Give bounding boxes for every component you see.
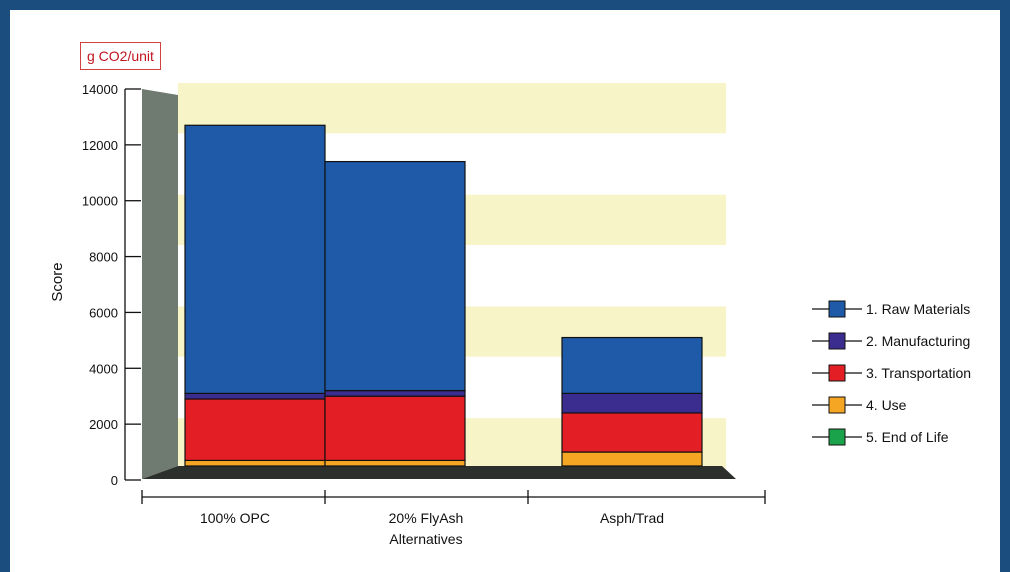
- side-wall-face: [142, 89, 178, 479]
- legend-label: 5. End of Life: [866, 429, 949, 445]
- bar-segment-manufacturing: [184, 392, 326, 400]
- y-axis: 0 2000 4000 6000 8000 10000 12000 14000: [82, 82, 141, 488]
- x-category-label: 20% FlyAsh: [389, 510, 464, 526]
- side-wall: [142, 89, 178, 479]
- y-tick-label: 0: [111, 473, 118, 488]
- bar-segment-transportation: [184, 398, 326, 462]
- chart-floor: [142, 466, 736, 479]
- y-tick-label: 4000: [89, 361, 118, 376]
- legend: 1. Raw Materials 2. Manufacturing 3. Trans…: [812, 300, 971, 446]
- unit-label: g CO2/unit: [80, 42, 161, 70]
- x-category-label: 100% OPC: [200, 510, 270, 526]
- x-category-label: Asph/Trad: [600, 510, 664, 526]
- legend-label: 3. Transportation: [866, 365, 971, 381]
- bars: [184, 124, 703, 467]
- legend-label: 4. Use: [866, 397, 907, 413]
- bar-segment-raw-materials: [184, 124, 326, 394]
- legend-swatch: [828, 428, 846, 446]
- bar-segment-use: [324, 459, 466, 467]
- y-tick-label: 8000: [89, 250, 118, 265]
- bar-segment-manufacturing: [561, 392, 703, 414]
- bar-segment-manufacturing: [324, 389, 466, 397]
- bar-segment-raw-materials: [324, 160, 466, 392]
- y-tick-label: 10000: [82, 194, 118, 209]
- legend-swatch: [828, 396, 846, 414]
- y-tick-label: 6000: [89, 305, 118, 320]
- bar-segment-transportation: [324, 395, 466, 462]
- x-category-label: Alternatives: [389, 531, 462, 547]
- bar-segment-raw-materials: [561, 336, 703, 394]
- floor-face: [142, 466, 736, 479]
- y-axis-label: Score: [49, 262, 66, 301]
- legend-label: 1. Raw Materials: [866, 301, 970, 317]
- legend-swatch: [828, 332, 846, 350]
- bar-segment-use: [561, 451, 703, 467]
- y-tick-label: 2000: [89, 417, 118, 432]
- legend-swatch: [828, 300, 846, 318]
- legend-swatch: [828, 364, 846, 382]
- legend-label: 2. Manufacturing: [866, 333, 970, 349]
- y-tick-label: 14000: [82, 82, 118, 97]
- bar-segment-use: [184, 459, 326, 467]
- y-tick-label: 12000: [82, 138, 118, 153]
- bar-segment-transportation: [561, 412, 703, 453]
- x-axis: 100% OPC 20% FlyAsh Alternatives Asph/Trad: [141, 490, 766, 547]
